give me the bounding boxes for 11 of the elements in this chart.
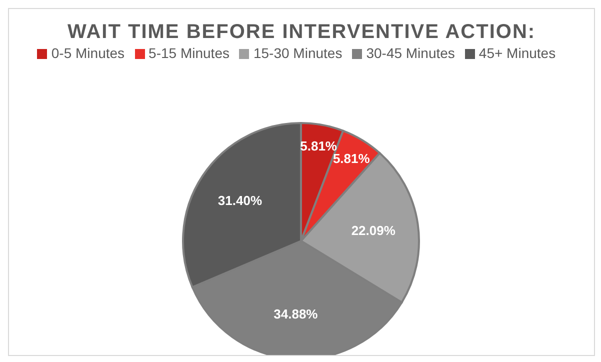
data-label: 5.81% [300, 138, 338, 154]
legend-label: 45+ Minutes [478, 45, 556, 61]
legend-label: 30-45 Minutes [366, 45, 455, 61]
data-label: 5.81% [332, 150, 370, 166]
data-label: 22.09% [351, 222, 396, 238]
chart-title: WAIT TIME BEFORE INTERVENTIVE ACTION: [66, 20, 537, 45]
legend-label: 0-5 Minutes [51, 45, 125, 61]
data-label: 34.88% [274, 306, 318, 322]
legend-label: 15-30 Minutes [253, 45, 342, 61]
data-label: 31.40% [218, 193, 262, 208]
legend-label: 5-15 Minutes [148, 45, 230, 61]
